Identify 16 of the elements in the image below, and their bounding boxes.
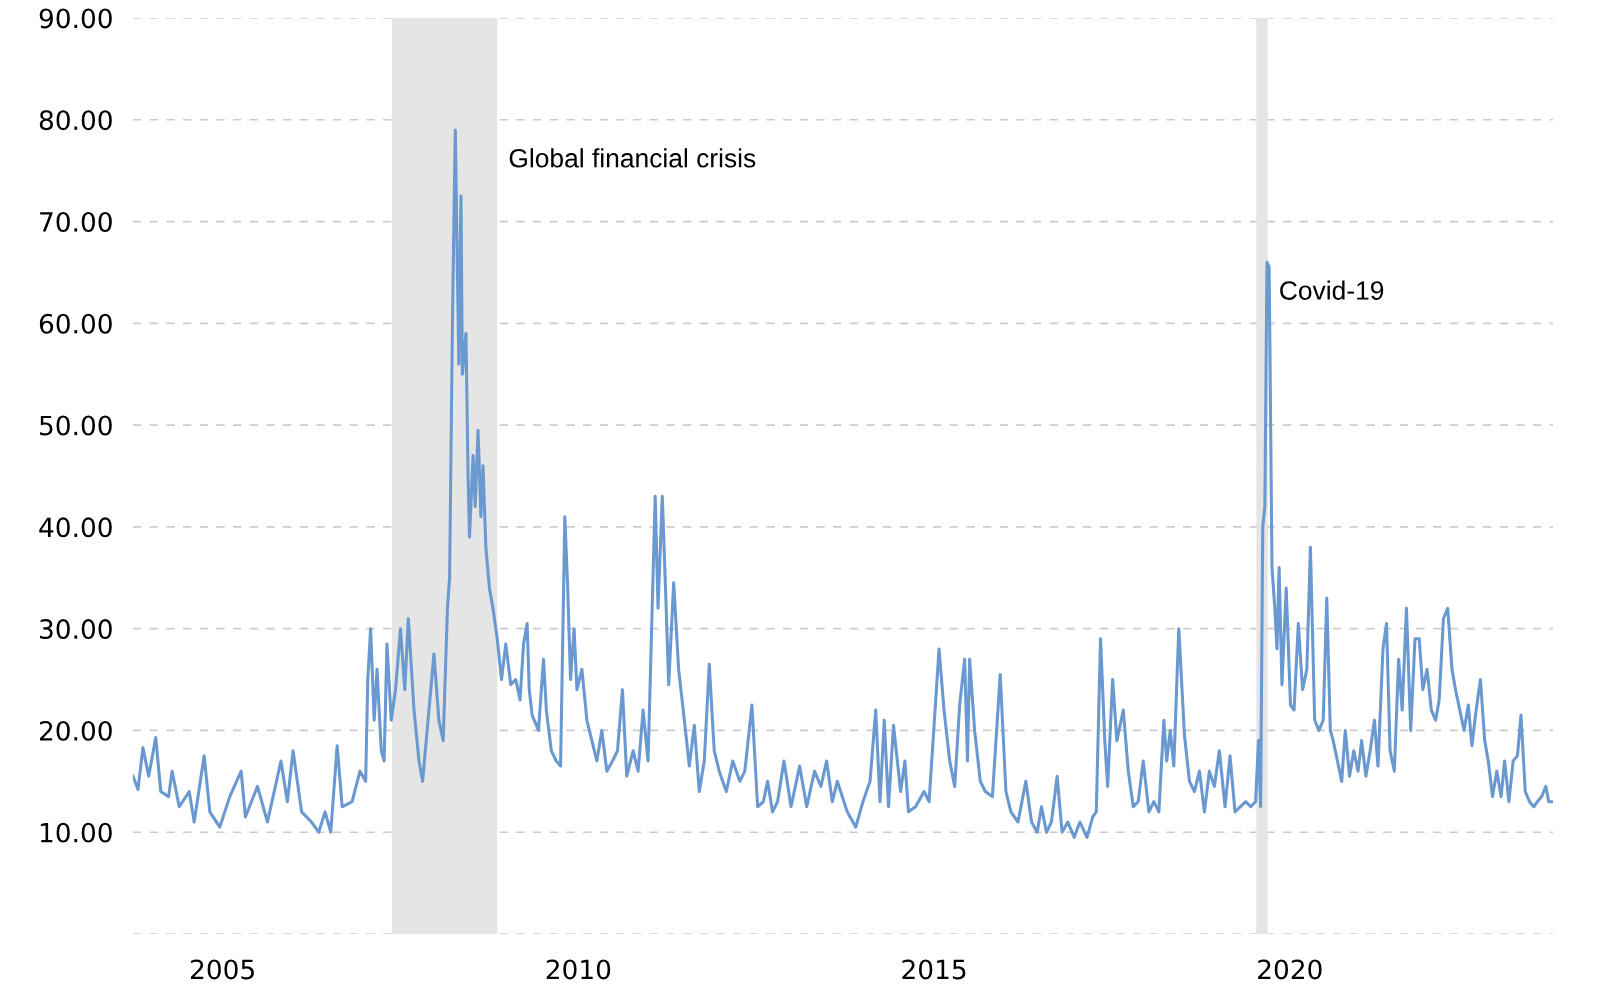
y-tick-label: 70.00 (40, 212, 112, 232)
y-tick-label: 60.00 (39, 313, 112, 334)
x-tick-label: 2020 (1258, 959, 1322, 980)
y-tick-label: 50.00 (40, 415, 112, 436)
x-tick-label: 2010 (546, 959, 611, 980)
x-tick-label: 2015 (902, 959, 966, 980)
line-series (133, 128, 1553, 839)
band-label: Covid-19 (1280, 280, 1384, 300)
y-tick-label: 20.00 (39, 720, 112, 741)
y-tick-label: 30.00 (40, 619, 112, 640)
band-label: Global financial crisis (509, 148, 756, 168)
y-tick-label: 80.00 (39, 110, 112, 131)
y-tick-label: 10.00 (40, 822, 112, 843)
x-tick-label: 2005 (190, 959, 254, 980)
y-tick-label: 40.00 (39, 517, 112, 538)
y-tick-label: 90.00 (39, 8, 112, 29)
